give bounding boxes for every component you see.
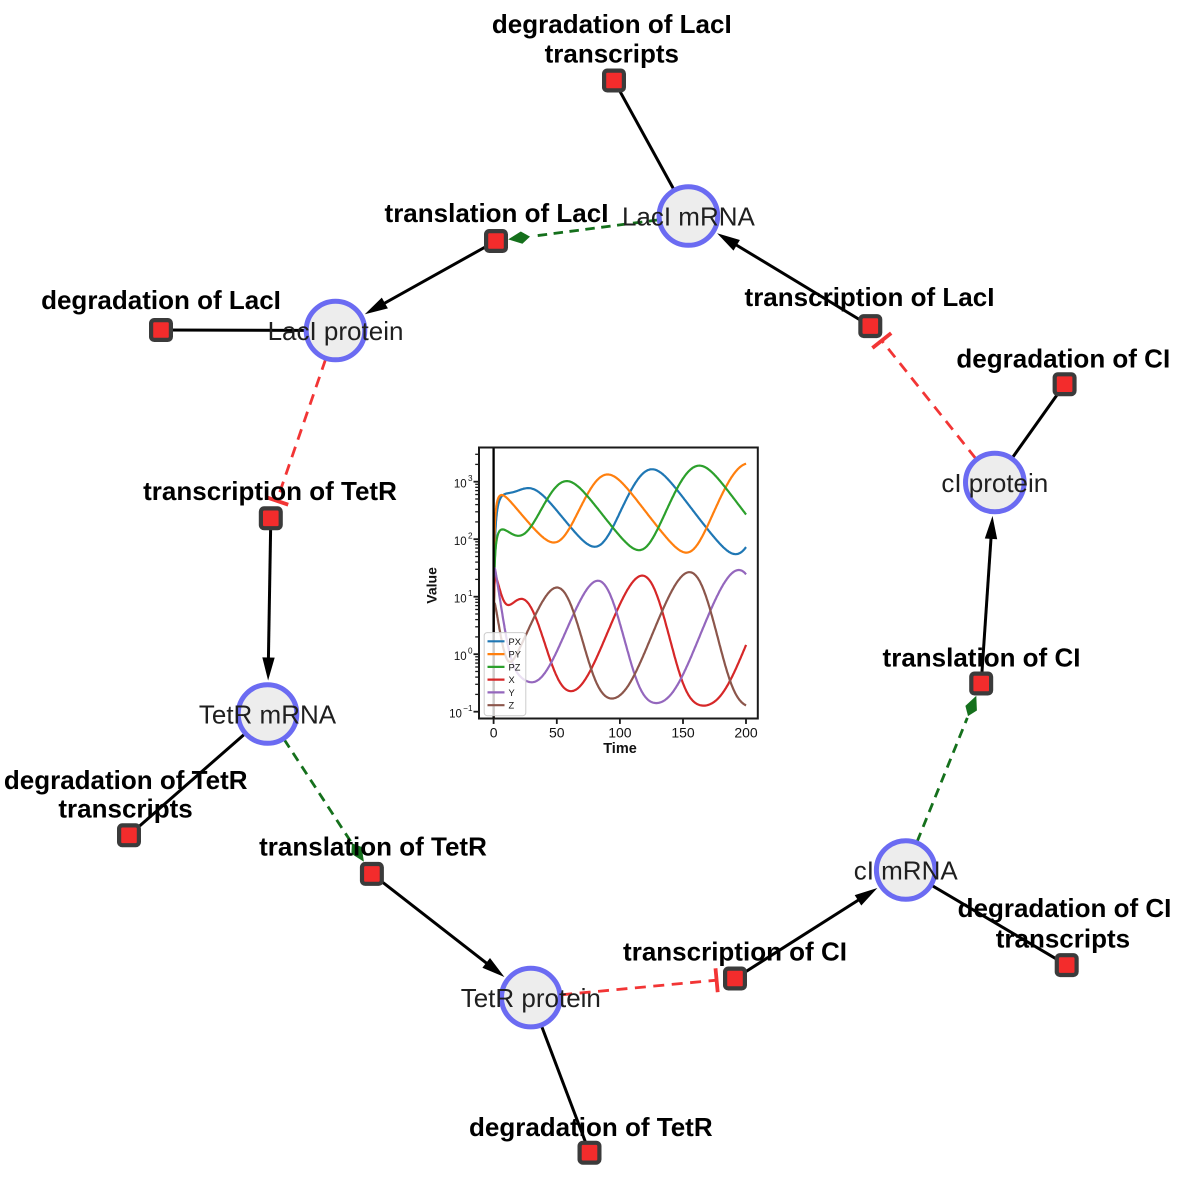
svg-text:degradation of TetR: degradation of TetR — [4, 765, 248, 795]
svg-text:transcription of LacI: transcription of LacI — [745, 282, 995, 312]
svg-text:translation of LacI: translation of LacI — [385, 198, 609, 228]
svg-text:100: 100 — [608, 724, 632, 740]
svg-text:10: 10 — [454, 593, 467, 605]
svg-text:TetR protein: TetR protein — [461, 983, 601, 1013]
svg-text:cI protein: cI protein — [941, 468, 1048, 498]
svg-text:10: 10 — [454, 536, 467, 548]
svg-text:PX: PX — [509, 637, 521, 647]
svg-text:200: 200 — [734, 724, 758, 740]
svg-text:50: 50 — [549, 724, 565, 740]
svg-text:Y: Y — [509, 688, 515, 698]
svg-text:transcripts: transcripts — [545, 39, 679, 69]
svg-text:transcripts: transcripts — [58, 794, 192, 824]
svg-text:degradation of CI: degradation of CI — [956, 344, 1170, 374]
svg-text:10: 10 — [449, 708, 462, 720]
svg-text:1: 1 — [468, 589, 473, 598]
svg-text:LacI mRNA: LacI mRNA — [622, 201, 756, 231]
svg-text:Value: Value — [423, 567, 439, 604]
svg-text:transcription of CI: transcription of CI — [623, 936, 847, 966]
svg-text:degradation of LacI: degradation of LacI — [492, 9, 732, 39]
svg-text:PY: PY — [509, 650, 521, 660]
svg-text:150: 150 — [671, 724, 695, 740]
svg-text:0: 0 — [468, 647, 473, 656]
svg-text:−1: −1 — [463, 704, 473, 713]
svg-text:translation of TetR: translation of TetR — [259, 831, 487, 861]
svg-text:3: 3 — [468, 474, 473, 483]
svg-text:10: 10 — [454, 651, 467, 663]
svg-text:Z: Z — [509, 701, 515, 711]
svg-text:degradation of LacI: degradation of LacI — [41, 285, 281, 315]
svg-text:Time: Time — [603, 741, 637, 757]
svg-text:transcription of TetR: transcription of TetR — [143, 476, 397, 506]
svg-text:cI mRNA: cI mRNA — [854, 855, 959, 885]
svg-text:LacI protein: LacI protein — [268, 316, 404, 346]
svg-text:PZ: PZ — [509, 662, 521, 672]
svg-text:translation of CI: translation of CI — [883, 643, 1081, 673]
svg-text:TetR mRNA: TetR mRNA — [199, 699, 337, 729]
svg-text:degradation of CI: degradation of CI — [958, 893, 1172, 923]
svg-text:transcripts: transcripts — [996, 923, 1130, 953]
svg-text:degradation of TetR: degradation of TetR — [469, 1112, 713, 1142]
svg-text:X: X — [509, 675, 515, 685]
svg-text:0: 0 — [490, 724, 498, 740]
svg-text:2: 2 — [468, 532, 473, 541]
svg-text:10: 10 — [454, 478, 467, 490]
